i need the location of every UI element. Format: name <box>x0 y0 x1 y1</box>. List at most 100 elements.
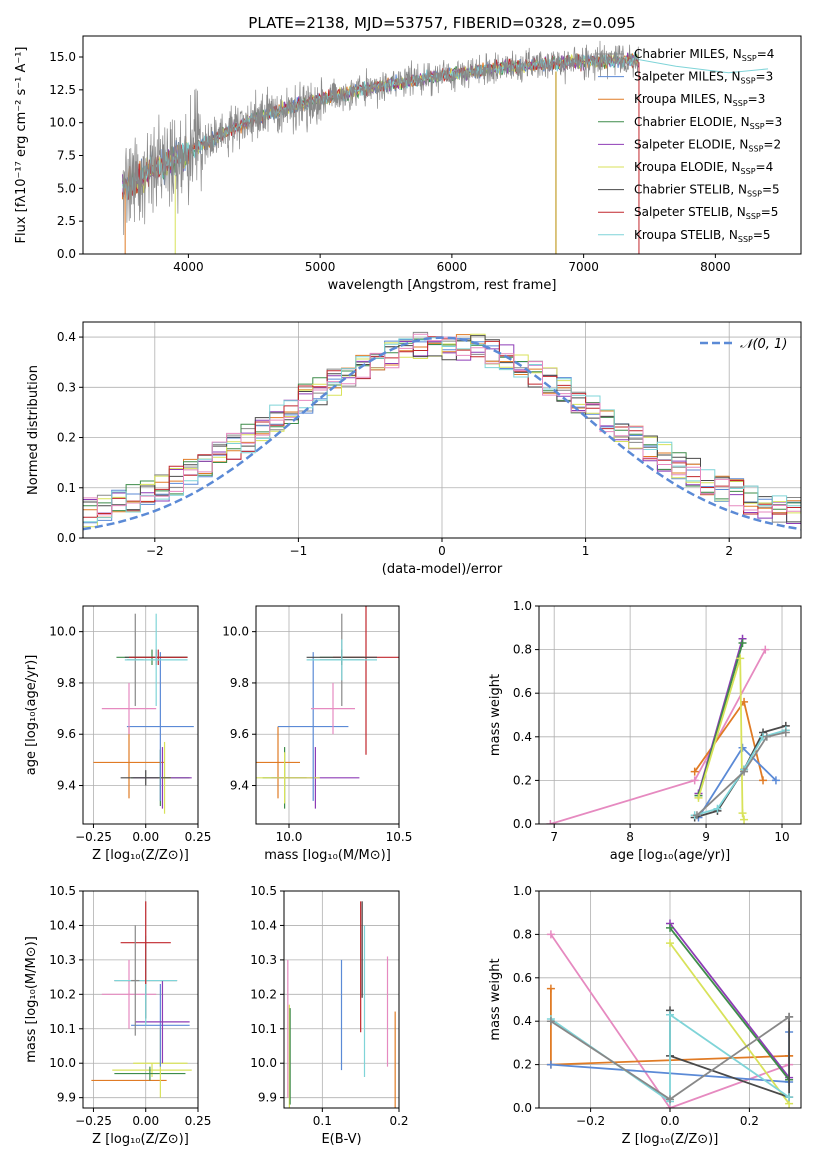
weight-point <box>666 939 674 948</box>
y-tick-label: 9.4 <box>230 779 249 793</box>
y-tick-label: 9.6 <box>230 727 249 741</box>
x-axis-label: age [log₁₀(age/yr)] <box>610 848 731 863</box>
legend-entry: Chabrier ELODIE, NSSP=3 <box>634 115 782 131</box>
weight-point <box>546 820 555 824</box>
y-tick-label: 10.3 <box>49 953 76 967</box>
y-tick-label: 15.0 <box>49 50 76 64</box>
weight-point <box>738 809 747 818</box>
y-tick-label: 0.8 <box>513 927 532 941</box>
x-axis-label: (data-model)/error <box>382 562 503 577</box>
y-tick-label: 0.6 <box>513 686 532 700</box>
residual-histogram <box>83 337 801 523</box>
y-tick-label: 0.2 <box>57 431 76 445</box>
x-tick-label: 10.0 <box>276 830 303 844</box>
weight-point <box>546 1060 555 1069</box>
legend-value: =2 <box>763 137 781 151</box>
legend-entry: Chabrier MILES, NSSP=4 <box>634 47 774 63</box>
weight-point <box>785 1093 794 1102</box>
x-tick-label: 1 <box>582 544 590 558</box>
legend-subscript: SSP <box>741 167 756 176</box>
weight-line <box>669 922 790 1079</box>
x-axis-label: Z [log₁₀(Z/Z⊙)] <box>92 1132 189 1147</box>
y-axis-label: mass weight <box>488 958 503 1040</box>
legend-subscript: SSP <box>738 235 753 244</box>
y-tick-label: 10.0 <box>49 1056 76 1070</box>
y-tick-label: 0.0 <box>513 1101 532 1115</box>
y-tick-label: 10.2 <box>250 987 277 1001</box>
x-tick-label: 0.0 <box>660 1114 679 1128</box>
legend-entry: Salpeter MILES, NSSP=3 <box>634 70 773 86</box>
axes-frame <box>82 35 802 255</box>
weight-point <box>736 654 745 663</box>
x-tick-label: 10 <box>774 830 789 844</box>
y-tick-label: 9.4 <box>57 779 76 793</box>
y-tick-label: 1.0 <box>513 884 532 898</box>
y-tick-label: 10.0 <box>222 625 249 639</box>
y-tick-label: 0.0 <box>57 531 76 545</box>
panel-residuals: −2 −1 0 1 2 0.0 0.1 0.2 0.3 0.4 (data-model)/error… <box>26 321 802 577</box>
plot-area <box>93 613 194 814</box>
axes-frame <box>82 321 802 539</box>
weight-point <box>759 776 768 785</box>
legend-value: =3 <box>748 92 766 106</box>
x-tick-label: 0.00 <box>132 1114 159 1128</box>
y-tick-label: 10.1 <box>49 1022 76 1036</box>
x-tick-label: 9 <box>702 830 710 844</box>
y-tick-label: 10.0 <box>250 1056 277 1070</box>
x-tick-label: 0.2 <box>740 1114 759 1128</box>
observed-spectrum <box>122 40 640 236</box>
y-tick-label: 0.2 <box>513 1058 532 1072</box>
y-tick-label: 9.8 <box>57 676 76 690</box>
model-tail <box>638 59 769 74</box>
x-tick-label: 2 <box>725 544 733 558</box>
weight-point <box>546 1017 555 1026</box>
legend-subscript: SSP <box>750 122 765 131</box>
y-tick-label: 0.4 <box>513 1014 532 1028</box>
x-tick-label: 0.00 <box>132 830 159 844</box>
y-tick-label: 0.1 <box>57 481 76 495</box>
x-tick-label: 6000 <box>437 260 468 274</box>
x-axis-label: Z [log₁₀(Z/Z⊙)] <box>92 848 189 863</box>
y-tick-label: 2.5 <box>57 214 76 228</box>
legend-entry: Kroupa ELODIE, NSSP=4 <box>634 160 773 176</box>
panel-spectrum: 4000 5000 6000 7000 8000 0.0 2.5 5.0 7.5 10.0 12.5… <box>14 35 802 293</box>
axes-frame <box>538 890 802 1109</box>
x-tick-label: −1 <box>290 544 308 558</box>
x-tick-label: 8000 <box>700 260 731 274</box>
legend-value: =3 <box>765 115 783 129</box>
y-axis-label: Flux [fλ10⁻¹⁷ erg cm⁻² s⁻¹ A⁻¹] <box>14 47 29 244</box>
y-tick-label: 0.8 <box>513 643 532 657</box>
y-tick-label: 9.9 <box>57 1091 76 1105</box>
y-axis-label: age [log₁₀(age/yr)] <box>24 655 39 776</box>
panel-mass-vs-ebv: 0.1 0.2 9.9 10.0 10.1 10.2 10.3 10.4 10.5 E(B-V) <box>250 884 408 1147</box>
panel-age-vs-mass: 10.0 10.5 9.4 9.6 9.8 10.0 mass [log₁₀(M/M⊙)] <box>222 605 412 863</box>
x-tick-label: 7 <box>550 830 558 844</box>
plot-area <box>546 634 790 824</box>
y-tick-label: 9.8 <box>230 676 249 690</box>
legend-subscript: SSP <box>747 190 762 199</box>
y-axis-label: mass weight <box>488 674 503 756</box>
plot-area <box>83 331 801 531</box>
legend-value: =4 <box>756 160 774 174</box>
legend-entry: Salpeter ELODIE, NSSP=2 <box>634 137 781 153</box>
y-tick-label: 10.0 <box>49 625 76 639</box>
y-tick-label: 10.3 <box>250 953 277 967</box>
panel-weight-vs-age: 7 8 9 10 0.0 0.2 0.4 0.6 0.8 1.0 age [log₁₀(age/yr… <box>488 599 802 863</box>
weight-point <box>771 776 780 785</box>
x-axis-label: wavelength [Angstrom, rest frame] <box>328 278 557 293</box>
weight-line <box>697 658 745 820</box>
weight-point <box>740 815 749 824</box>
weight-point <box>738 639 747 648</box>
y-tick-label: 10.4 <box>250 918 277 932</box>
weight-point <box>666 923 674 932</box>
legend-value: =3 <box>756 70 774 84</box>
y-tick-label: 0.4 <box>513 730 532 744</box>
axes-frame <box>255 605 400 825</box>
y-tick-label: 10.0 <box>49 116 76 130</box>
y-axis-label: mass [log₁₀(M/M⊙)] <box>24 936 39 1063</box>
axes-frame <box>283 890 400 1109</box>
y-tick-label: 0.3 <box>57 380 76 394</box>
y-tick-label: 1.0 <box>513 599 532 613</box>
weight-point <box>690 767 699 776</box>
y-tick-label: 5.0 <box>57 181 76 195</box>
